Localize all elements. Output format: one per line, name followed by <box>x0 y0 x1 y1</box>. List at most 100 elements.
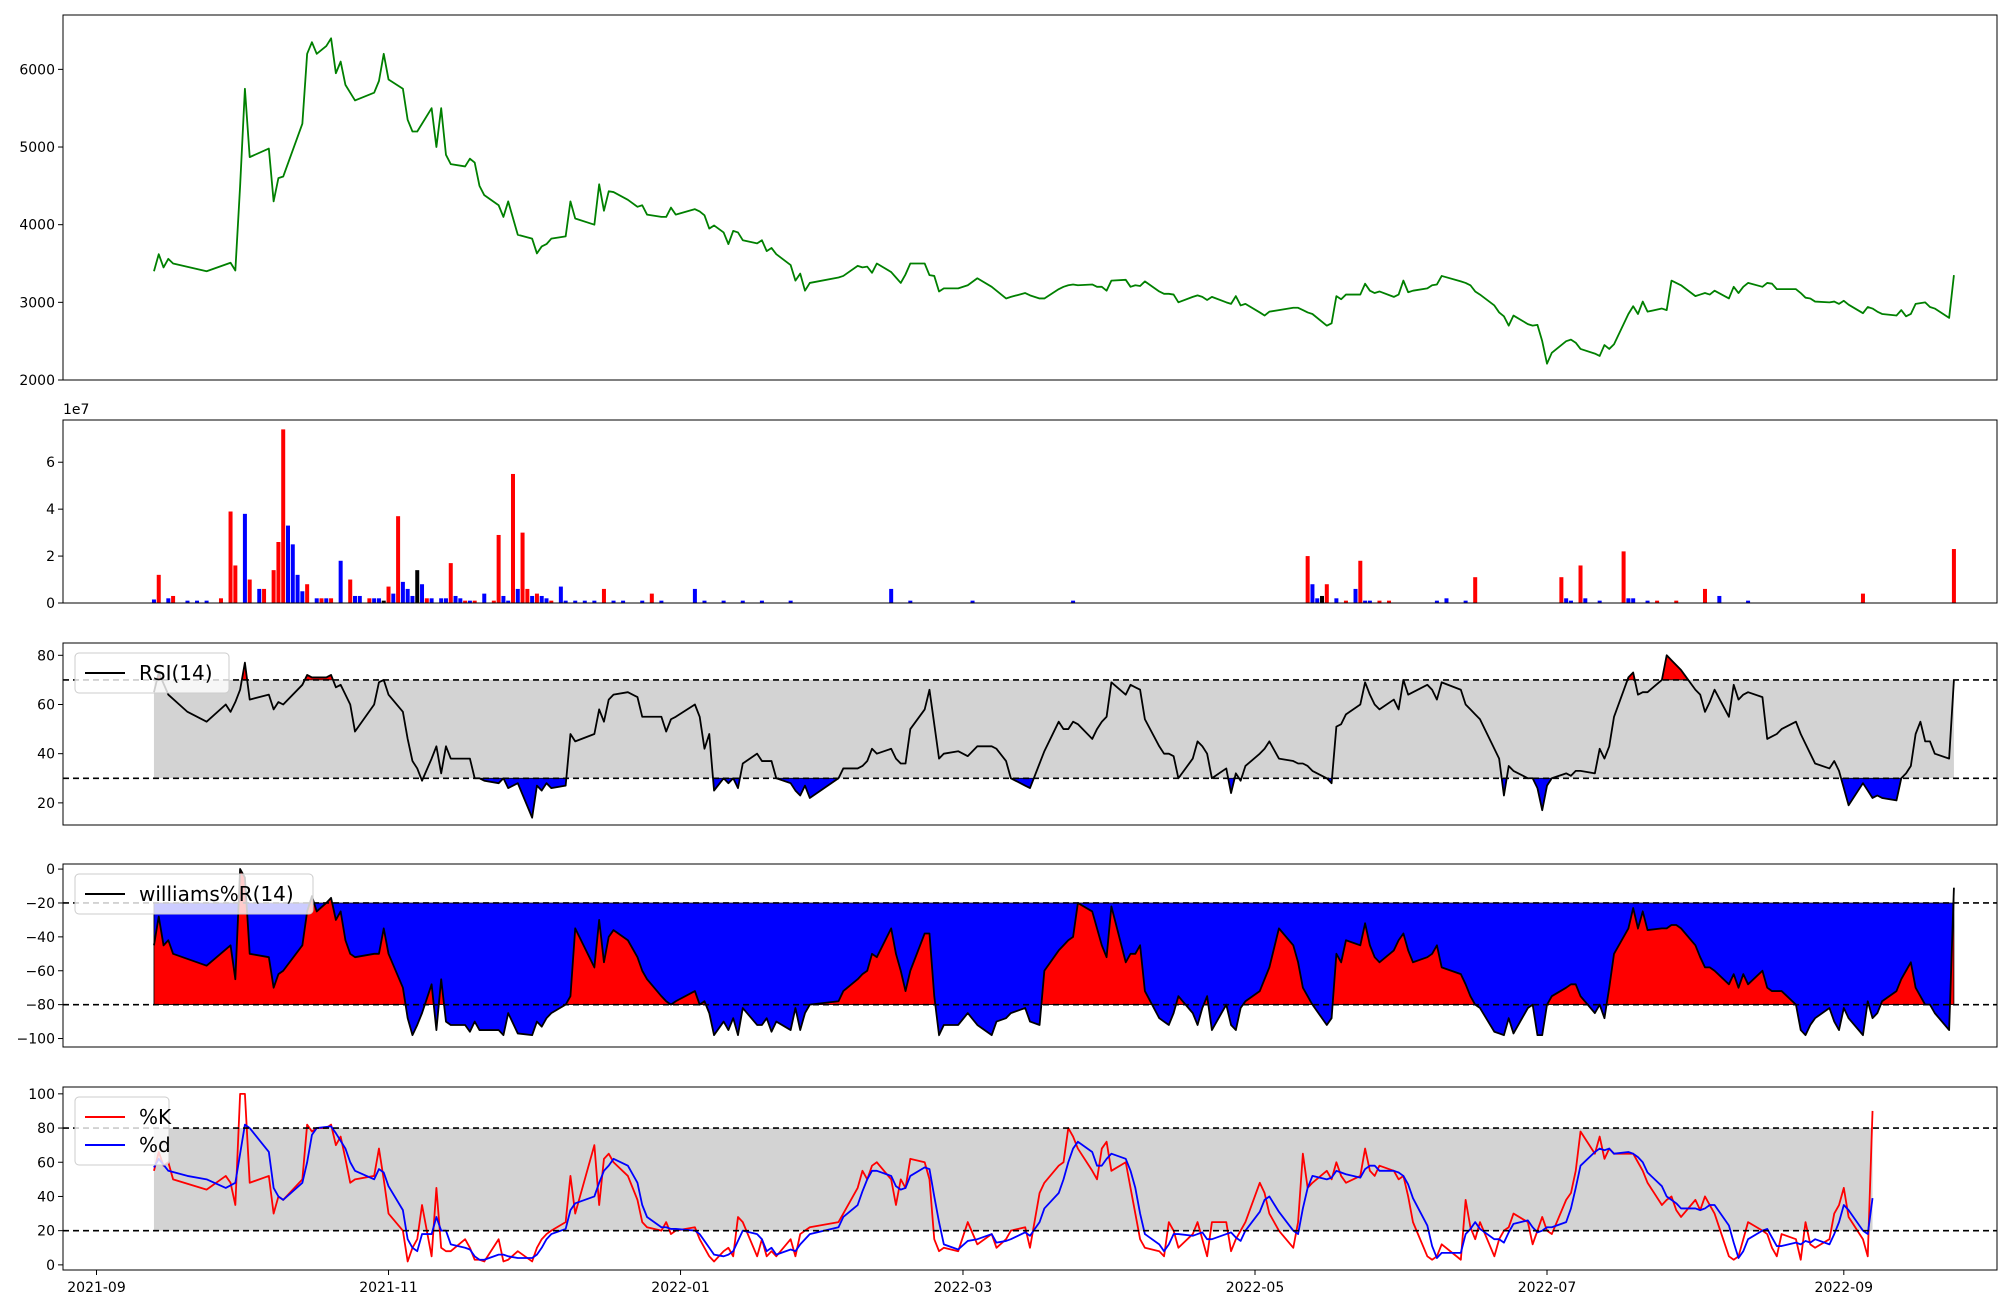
volume-bar <box>367 598 372 603</box>
volume-bar <box>539 595 544 603</box>
volume-bar <box>1597 600 1602 603</box>
y-tick-label: 0 <box>46 596 55 612</box>
volume-bar <box>1310 584 1315 603</box>
volume-bar <box>295 574 300 603</box>
y-tick-label: −20 <box>25 896 55 912</box>
plot-content <box>63 37 1997 1263</box>
volume-bar <box>171 595 176 603</box>
volume-bar <box>1674 600 1679 603</box>
volume-bar <box>525 588 530 603</box>
volume-bar <box>195 600 200 603</box>
volume-bar <box>376 598 381 603</box>
y-tick-label: 3000 <box>19 295 55 311</box>
volume-bar <box>458 598 463 603</box>
volume-bar <box>185 600 190 603</box>
volume-bar <box>544 598 549 603</box>
volume-bar <box>496 534 501 603</box>
volume-bar <box>276 542 281 603</box>
volume-bar <box>204 600 209 603</box>
volume-bar <box>1583 598 1588 603</box>
volume-bar <box>640 600 645 603</box>
volume-bar <box>659 600 664 603</box>
volume-bar <box>1071 600 1076 603</box>
volume-bar <box>386 586 391 603</box>
williams-legend: williams%R(14) <box>74 873 314 915</box>
volume-bar <box>582 600 587 603</box>
volume-bar <box>314 598 319 603</box>
volume-bar <box>1746 600 1751 603</box>
volume-bar <box>424 598 429 603</box>
volume-bar <box>501 595 506 603</box>
volume-bar <box>482 593 487 603</box>
stochastic-axes: 0 20 40 60 80 100 <box>28 1086 1998 1274</box>
volume-bar <box>400 581 405 603</box>
volume-bar <box>1559 577 1564 603</box>
axes-frames: 2000300040005000600002461e720406080RSI(1… <box>17 14 1998 1296</box>
volume-bar <box>621 600 626 603</box>
volume-bar <box>420 584 425 603</box>
x-tick-label: 2021-09 <box>67 1280 126 1296</box>
volume-bar <box>247 579 252 603</box>
y-tick-label: −40 <box>25 930 55 946</box>
legend-box <box>74 1096 170 1166</box>
stochastic-series-line <box>153 1092 1874 1263</box>
williams-axes: 0 −20 −40 −60 −80 −100 <box>17 862 1998 1048</box>
volume-bar <box>338 560 343 603</box>
volume-bar <box>1463 600 1468 603</box>
volume-bar <box>372 598 377 603</box>
volume-bar <box>1367 600 1372 603</box>
y-tick-label: 2 <box>46 549 55 565</box>
rsi-band <box>153 679 1954 779</box>
stochastic-legend: %K %d <box>74 1096 172 1166</box>
y-tick-label: 5000 <box>19 140 55 156</box>
volume-bar <box>156 574 161 603</box>
y-tick-label: 2000 <box>19 373 55 389</box>
volume-bar <box>290 544 295 603</box>
legend-label: %d <box>139 1133 171 1157</box>
y-tick-label: −100 <box>17 1032 55 1048</box>
volume-bar <box>271 570 276 603</box>
stochastic-frame <box>62 1086 1998 1271</box>
volume-bar <box>242 513 247 603</box>
y-tick-label: 0 <box>46 1258 55 1274</box>
volume-bar <box>405 588 410 603</box>
volume-bar <box>759 600 764 603</box>
volume-bar <box>1320 595 1325 603</box>
volume-bar <box>448 563 453 603</box>
volume-bar <box>429 598 434 603</box>
x-tick-label: 2022-05 <box>1226 1280 1285 1296</box>
y-tick-label: −80 <box>25 998 55 1014</box>
volume-bar <box>573 600 578 603</box>
y-tick-label: 100 <box>28 1087 55 1103</box>
x-tick-label: 2022-07 <box>1518 1280 1577 1296</box>
volume-bar <box>305 584 310 603</box>
volume-bar <box>702 600 707 603</box>
rsi-series-line <box>153 654 1955 819</box>
y-tick-label: 80 <box>37 648 55 664</box>
price-plot <box>153 37 1955 365</box>
legend-label: RSI(14) <box>139 661 213 685</box>
volume-bar <box>1377 600 1382 603</box>
x-tick-label: 2022-01 <box>651 1280 710 1296</box>
stochastic-band <box>153 1128 1873 1231</box>
volume-frame <box>62 419 1998 604</box>
volume-bar <box>1621 551 1626 603</box>
legend-box <box>74 873 314 915</box>
volume-bar <box>788 600 793 603</box>
rsi-axes: 20 40 60 80 <box>37 642 1998 826</box>
volume-bar <box>381 600 386 603</box>
volume-bar <box>506 600 511 603</box>
volume-bar <box>1655 600 1660 603</box>
volume-bar <box>166 598 171 603</box>
price-frame <box>62 14 1998 381</box>
volume-bar <box>151 599 156 603</box>
volume-bar <box>601 588 606 603</box>
volume-bar <box>649 593 654 603</box>
volume-bar <box>391 593 396 603</box>
y-tick-label: 20 <box>37 1224 55 1240</box>
legend-label: williams%R(14) <box>139 882 294 906</box>
volume-bar <box>530 595 535 603</box>
williams-plot <box>153 867 1955 1037</box>
